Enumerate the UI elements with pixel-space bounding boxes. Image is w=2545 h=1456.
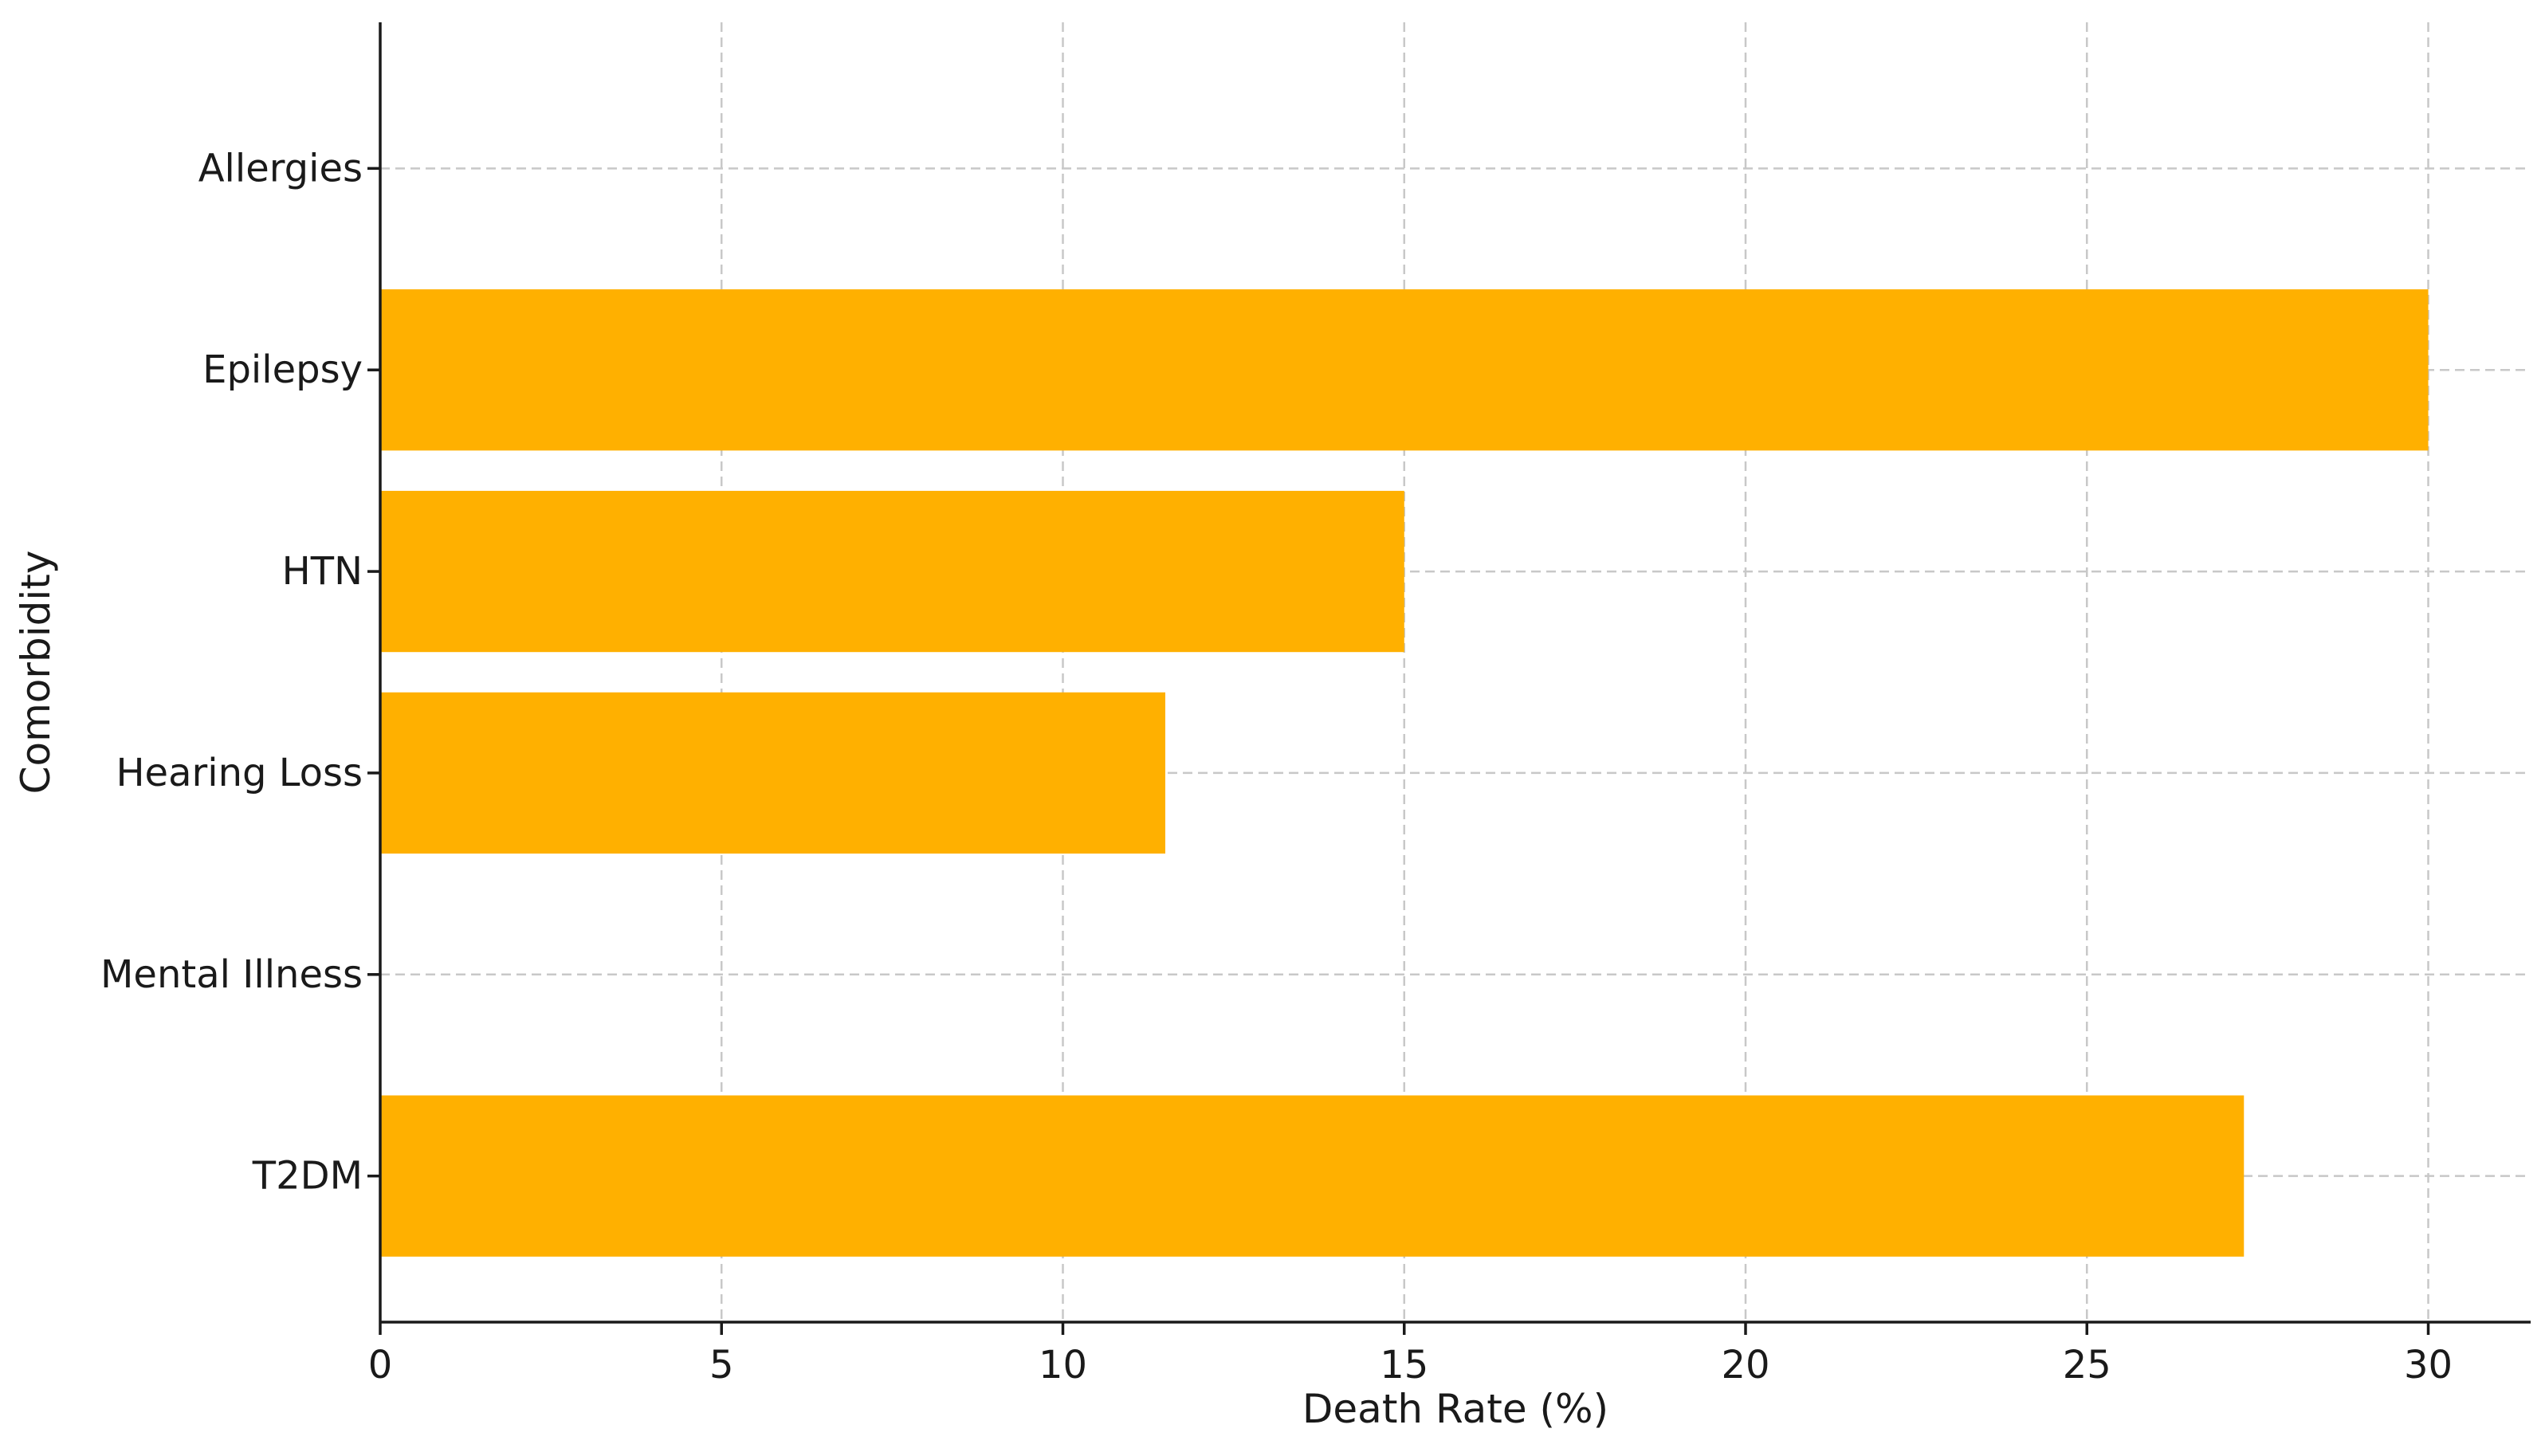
bar-htn (380, 490, 1404, 653)
x-tick-label: 10 (1039, 1343, 1087, 1387)
x-ticks: 0 5 10 15 20 25 30 (368, 1322, 2453, 1387)
y-ticks: Allergies Epilepsy HTN Hearing Loss Mental I… (100, 146, 380, 1199)
x-tick-label: 25 (2063, 1343, 2111, 1387)
x-axis-title: Death Rate (%) (1302, 1386, 1608, 1432)
y-tick-label: Mental Illness (100, 952, 363, 997)
x-tick-label: 5 (709, 1343, 734, 1387)
x-tick-label: 30 (2404, 1343, 2453, 1387)
x-tick-label: 15 (1380, 1343, 1428, 1387)
y-tick-label: Epilepsy (202, 347, 363, 392)
y-tick-label: T2DM (252, 1154, 363, 1199)
bar-hearing-loss (380, 692, 1165, 854)
y-tick-label: Allergies (198, 146, 363, 190)
bar-t2dm (380, 1095, 2245, 1257)
y-tick-label: Hearing Loss (116, 751, 363, 795)
axes (379, 22, 2531, 1324)
x-tick-label: 20 (1721, 1343, 1769, 1387)
bar-epilepsy (380, 289, 2429, 451)
x-tick-label: 0 (368, 1343, 393, 1387)
y-tick-label: HTN (282, 549, 363, 594)
bars (380, 289, 2429, 1257)
y-axis-title: Comorbidity (13, 551, 59, 795)
